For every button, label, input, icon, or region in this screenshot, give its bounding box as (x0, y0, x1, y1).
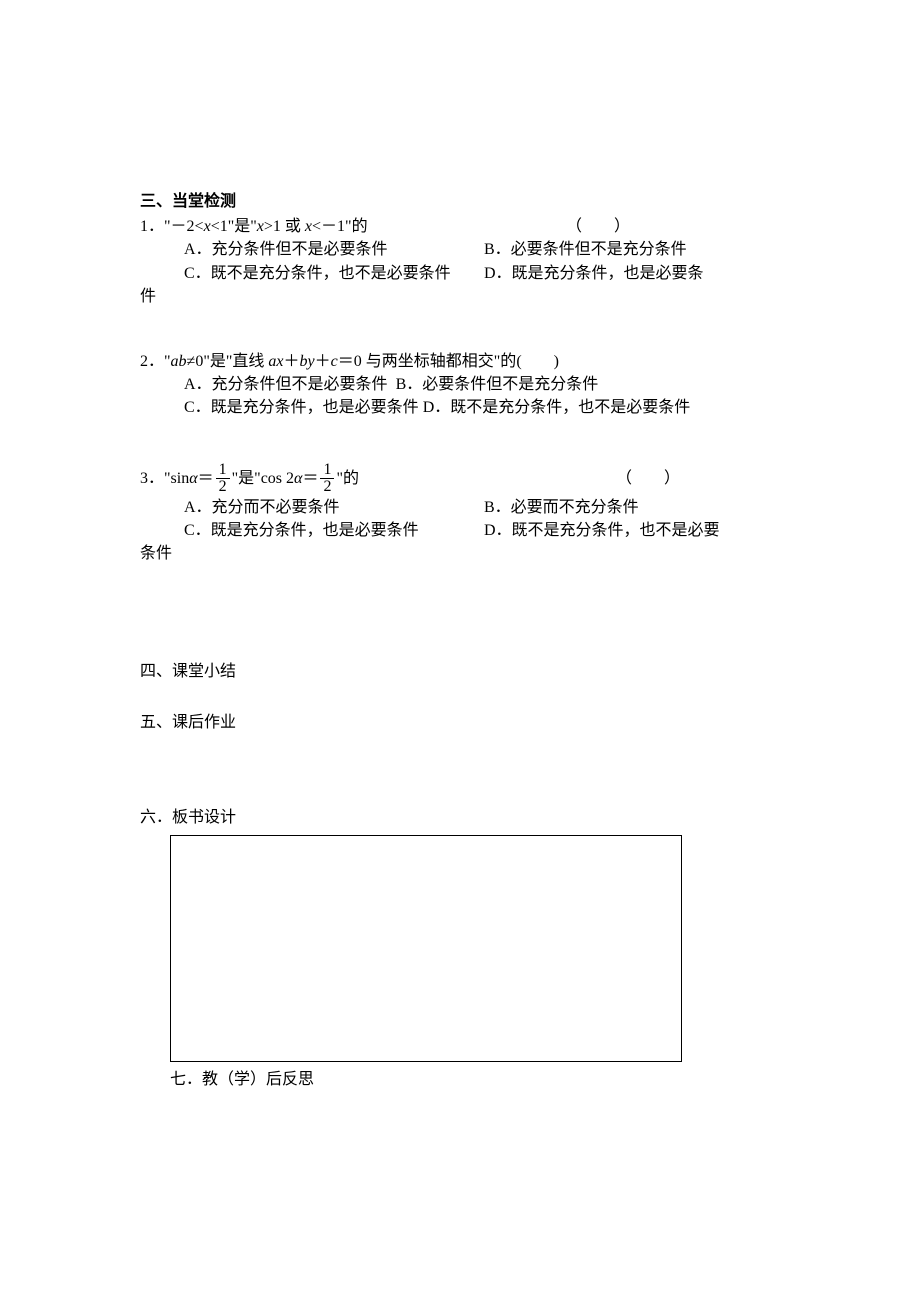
q3-stem: 3． "sin α ＝ 1 2 "是"cos 2 α ＝ 1 2 "的 (140, 462, 359, 497)
q3-optD-line2: 条件 (140, 542, 780, 565)
q2-p1: ＋ (284, 353, 300, 370)
q2-optB: B．必要条件但不是充分条件 (396, 376, 599, 393)
q1-paren: （ ） (566, 215, 630, 238)
q1-t1: "－2< (164, 218, 204, 235)
q1-opts-row1: A．充分条件但不是必要条件 B．必要条件但不是充分条件 (140, 238, 780, 261)
q3-eq2: ＝ (302, 467, 318, 490)
gap-s5-s6 (140, 734, 780, 806)
q1-t2: <1"是" (211, 218, 257, 235)
board-design-box (170, 835, 682, 1062)
q3-frac1-num: 1 (216, 462, 230, 480)
gap-q3-s4 (140, 588, 780, 660)
gap-s4-s5 (140, 683, 780, 711)
page: 三、当堂检测 1．"－2<x<1"是"x>1 或 x<－1"的 （ ） A．充分… (0, 0, 920, 1171)
question-1: 1．"－2<x<1"是"x>1 或 x<－1"的 （ ） A．充分条件但不是必要… (140, 215, 780, 308)
section-5-heading: 五、课后作业 (140, 711, 780, 734)
q3-frac1: 1 2 (216, 462, 230, 497)
q1-x1: x (204, 218, 211, 235)
q1-optD-line1: D．既是充分条件，也是必要条 (484, 262, 704, 285)
q2-opts-row2: C．既是充分条件，也是必要条件 D．既不是充分条件，也不是必要条件 (140, 396, 780, 419)
q1-optA: A．充分条件但不是必要条件 (184, 238, 484, 261)
q1-stem: 1．"－2<x<1"是"x>1 或 x<－1"的 (140, 215, 368, 238)
gap-q1-q2 (140, 330, 780, 350)
q3-stem-line: 3． "sin α ＝ 1 2 "是"cos 2 α ＝ 1 2 "的 （ ） (140, 462, 780, 497)
question-2: 2．"ab≠0"是"直线 ax＋by＋c＝0 与两坐标轴都相交"的( ) A．充… (140, 350, 780, 420)
q1-x3: x (305, 218, 312, 235)
q1-num: 1． (140, 218, 164, 235)
q2-opts-row1: A．充分条件但不是必要条件 B．必要条件但不是充分条件 (140, 373, 780, 396)
q1-opts-row2: C．既不是充分条件，也不是必要条件 D．既是充分条件，也是必要条 (140, 262, 780, 285)
q3-num: 3． (140, 467, 164, 490)
q3-frac2-den: 2 (320, 479, 334, 496)
q2-num: 2． (140, 353, 164, 370)
q3-eq1: ＝ (198, 467, 214, 490)
q3-optB: B．必要而不充分条件 (484, 496, 639, 519)
q3-t0: "sin (164, 467, 189, 490)
q3-frac1-den: 2 (216, 479, 230, 496)
q1-stem-line: 1．"－2<x<1"是"x>1 或 x<－1"的 （ ） (140, 215, 780, 238)
q3-optC: C．既是充分条件，也是必要条件 (184, 519, 484, 542)
q3-opts-row1: A．充分而不必要条件 B．必要而不充分条件 (140, 496, 780, 519)
q3-frac2: 1 2 (320, 462, 334, 497)
q1-optD-line2: 件 (140, 285, 780, 308)
q1-optB: B．必要条件但不是充分条件 (484, 238, 687, 261)
q2-ax: ax (268, 353, 283, 370)
q3-t1: "是"cos 2 (232, 467, 294, 490)
q3-paren: （ ） (616, 467, 680, 490)
q2-stem-line: 2．"ab≠0"是"直线 ax＋by＋c＝0 与两坐标轴都相交"的( ) (140, 350, 780, 373)
q3-t2: "的 (336, 467, 359, 490)
q1-optC: C．既不是充分条件，也不是必要条件 (184, 262, 484, 285)
q2-p2: ＋ (315, 353, 331, 370)
question-3: 3． "sin α ＝ 1 2 "是"cos 2 α ＝ 1 2 "的 （ ） (140, 462, 780, 566)
section-6-heading: 六．板书设计 (140, 806, 780, 829)
q3-a1: α (189, 467, 197, 490)
q3-optD-line1: D．既不是充分条件，也不是必要 (484, 519, 720, 542)
section-4-heading: 四、课堂小结 (140, 660, 780, 683)
q1-t4: <－1"的 (312, 218, 368, 235)
q3-opts-row2: C．既是充分条件，也是必要条件 D．既不是充分条件，也不是必要 (140, 519, 780, 542)
q2-t2: ＝0 与两坐标轴都相交"的 (338, 353, 517, 370)
section-3-heading: 三、当堂检测 (140, 190, 780, 213)
q2-optC: C．既是充分条件，也是必要条件 (184, 399, 419, 416)
q3-a2: α (294, 467, 302, 490)
q3-frac2-num: 1 (320, 462, 334, 480)
q1-t3: >1 或 (264, 218, 305, 235)
section-7-heading: 七．教（学）后反思 (140, 1068, 780, 1091)
q1-x2: x (257, 218, 264, 235)
q2-by: by (300, 353, 315, 370)
q2-optD: D．既不是充分条件，也不是必要条件 (423, 399, 691, 416)
q2-t1: ≠0"是"直线 (187, 353, 269, 370)
gap-q2-q3 (140, 442, 780, 462)
q2-c: c (331, 353, 338, 370)
q2-ab: ab (171, 353, 187, 370)
q2-optA: A．充分条件但不是必要条件 (184, 376, 388, 393)
q3-optA: A．充分而不必要条件 (184, 496, 484, 519)
q2-paren: ( ) (516, 353, 559, 370)
